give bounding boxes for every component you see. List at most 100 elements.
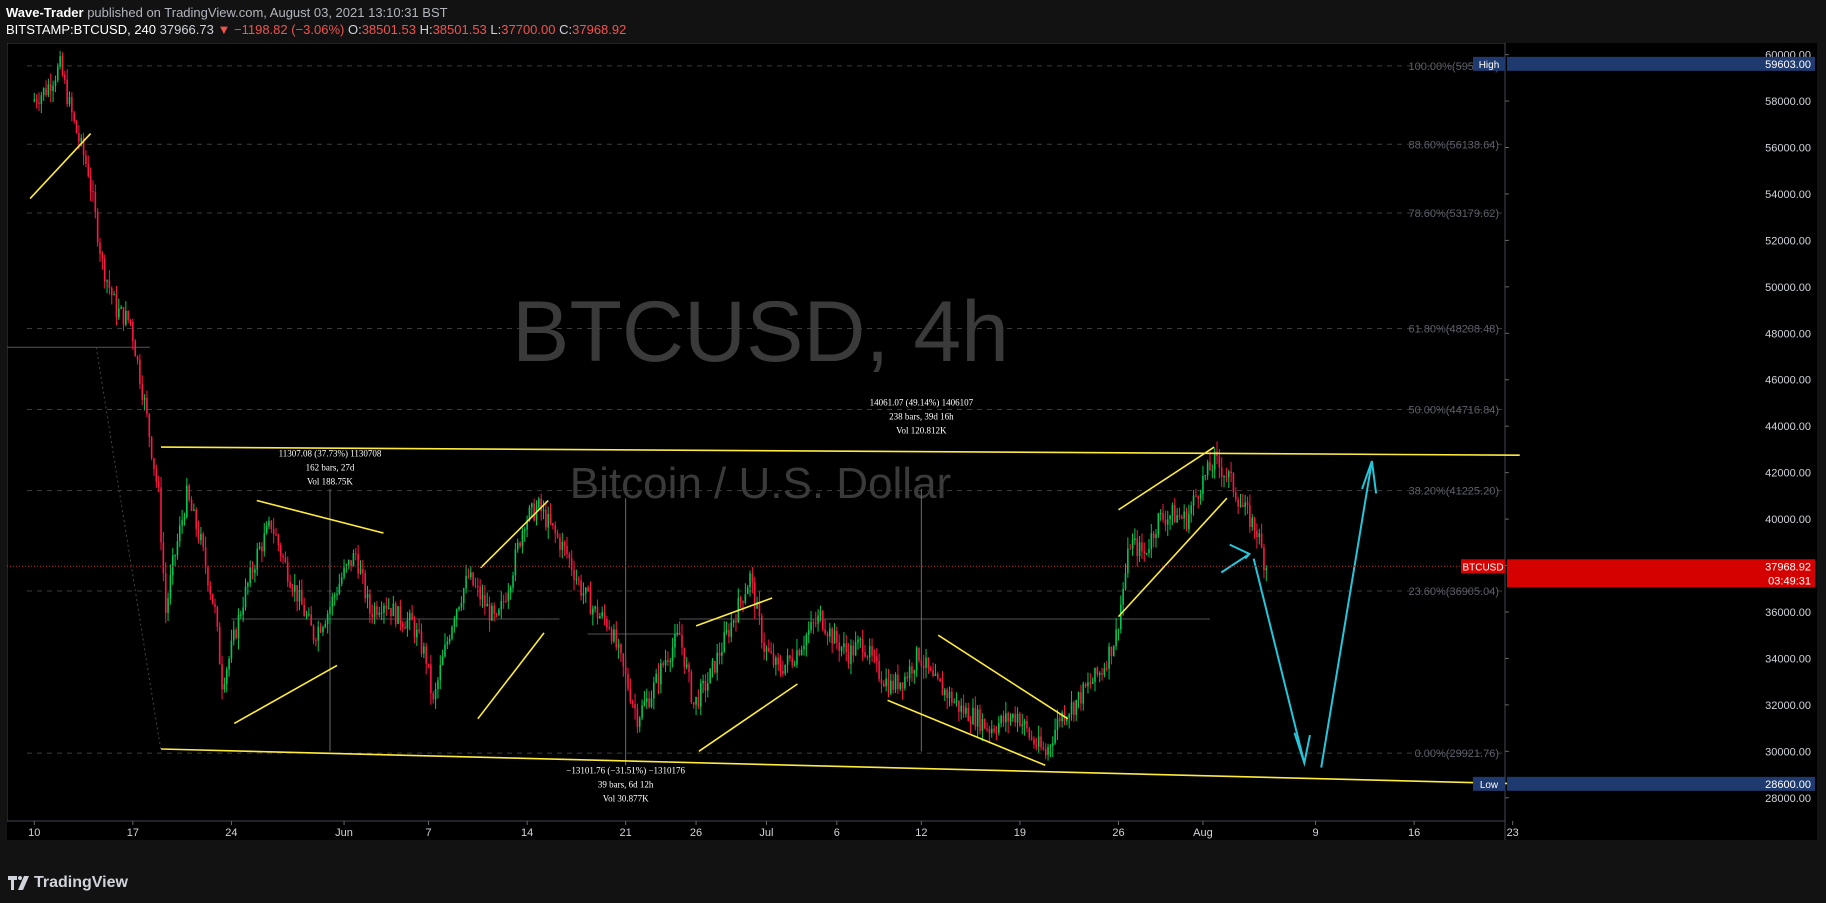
price-tick-label: 48000.00 bbox=[1765, 328, 1811, 340]
candle-body bbox=[256, 548, 259, 570]
candle-body bbox=[331, 596, 334, 608]
candle-body bbox=[455, 609, 458, 619]
candle-body bbox=[171, 555, 174, 576]
candle-body bbox=[573, 569, 575, 580]
candle-body bbox=[127, 310, 129, 320]
candle-body bbox=[493, 605, 496, 614]
candle-body bbox=[993, 728, 995, 732]
candle-body bbox=[789, 655, 791, 659]
candle-body bbox=[200, 533, 202, 541]
time-tick-label: Aug bbox=[1193, 827, 1213, 839]
candle-body bbox=[369, 593, 371, 614]
candle-body bbox=[882, 683, 885, 687]
candle-body bbox=[535, 507, 538, 521]
candle-body bbox=[211, 593, 214, 604]
candle-body bbox=[683, 647, 686, 668]
high-tag-label: High bbox=[1479, 60, 1500, 71]
candle-body bbox=[364, 573, 366, 599]
candle-body bbox=[186, 485, 188, 517]
candle-body bbox=[671, 647, 674, 661]
candle-body bbox=[500, 600, 503, 610]
candle-body bbox=[434, 689, 437, 700]
candle-body bbox=[791, 658, 794, 666]
candle-body bbox=[676, 632, 679, 634]
price-tick-label: 44000.00 bbox=[1765, 421, 1811, 433]
candle-body bbox=[1211, 469, 1214, 471]
candle-body bbox=[293, 585, 296, 592]
candle-body bbox=[735, 620, 737, 623]
candle-body bbox=[798, 650, 801, 656]
candle-body bbox=[286, 562, 289, 582]
candle-body bbox=[1223, 476, 1225, 478]
candle-body bbox=[915, 647, 918, 671]
tradingview-logo-icon bbox=[8, 876, 29, 890]
candle-body bbox=[763, 642, 765, 652]
candle-body bbox=[1141, 542, 1143, 552]
candle-body bbox=[610, 628, 613, 642]
candle-body bbox=[1134, 538, 1136, 541]
candle-body bbox=[777, 657, 779, 665]
candle-body bbox=[477, 585, 479, 587]
candle-body bbox=[385, 605, 388, 609]
candle-body bbox=[643, 701, 646, 706]
candle-body bbox=[648, 698, 650, 708]
projection-arrow-1 bbox=[1220, 553, 1250, 574]
symbol-label[interactable]: BITSTAMP:BTCUSD, 240 bbox=[6, 22, 157, 37]
candle-body bbox=[322, 627, 324, 633]
fib-level-label: 61.80%(48208.48) bbox=[1408, 323, 1499, 335]
candle-body bbox=[967, 707, 970, 722]
chart-area[interactable]: BTCUSD, 4h Bitcoin / U.S. Dollar 100.00%(5… bbox=[7, 43, 1817, 840]
measure-label: 162 bars, 27d bbox=[306, 462, 355, 472]
candle-body bbox=[1251, 517, 1254, 527]
candle-body bbox=[634, 704, 636, 709]
candle-body bbox=[1042, 747, 1045, 750]
price-tick-label: 32000.00 bbox=[1765, 700, 1811, 712]
candle-body bbox=[622, 653, 625, 667]
plot-background bbox=[7, 43, 1506, 822]
candle-body bbox=[1183, 511, 1185, 519]
candle-body bbox=[601, 612, 603, 617]
candle-body bbox=[894, 674, 897, 690]
author-name[interactable]: Wave-Trader bbox=[6, 5, 84, 20]
time-tick-label: 24 bbox=[225, 827, 237, 839]
candle-body bbox=[446, 641, 449, 645]
candle-body bbox=[390, 607, 392, 617]
tradingview-logo[interactable]: TradingView bbox=[8, 874, 128, 892]
measure-label: 39 bars, 6d 12h bbox=[598, 779, 654, 789]
candle-body bbox=[913, 670, 916, 674]
candle-body bbox=[1073, 702, 1075, 715]
candle-body bbox=[631, 701, 634, 705]
candle-body bbox=[533, 503, 535, 521]
candle-body bbox=[941, 681, 944, 696]
trendline bbox=[1118, 446, 1215, 511]
candle-body bbox=[826, 633, 829, 637]
candle-body bbox=[472, 572, 474, 586]
candle-body bbox=[329, 607, 331, 614]
time-tick-label: 21 bbox=[620, 827, 632, 839]
candle-body bbox=[362, 569, 364, 574]
candle-body bbox=[690, 671, 693, 703]
candle-body bbox=[697, 696, 700, 707]
candle-body bbox=[803, 645, 805, 650]
candle-body bbox=[228, 658, 230, 670]
price-chart[interactable]: BTCUSD, 4h Bitcoin / U.S. Dollar 100.00%(5… bbox=[7, 43, 1817, 840]
candle-body bbox=[1096, 667, 1099, 675]
candle-body bbox=[1058, 718, 1061, 722]
candle-body bbox=[268, 520, 270, 527]
candle-body bbox=[1021, 724, 1024, 726]
candle-body bbox=[1190, 505, 1193, 514]
fib-level-label: 100.00%(59513...) bbox=[1408, 61, 1499, 73]
candle-body bbox=[899, 682, 902, 689]
candle-body bbox=[662, 663, 665, 666]
candle-body bbox=[488, 603, 491, 621]
candle-body bbox=[221, 664, 223, 690]
candle-body bbox=[42, 88, 45, 96]
candle-body bbox=[847, 651, 850, 664]
candle-body bbox=[636, 708, 639, 727]
candle-body bbox=[1082, 683, 1085, 704]
open-label: O: bbox=[347, 22, 362, 37]
candle-body bbox=[960, 705, 963, 712]
candle-body bbox=[279, 545, 282, 556]
candle-body bbox=[1049, 745, 1052, 747]
candle-body bbox=[678, 632, 681, 636]
